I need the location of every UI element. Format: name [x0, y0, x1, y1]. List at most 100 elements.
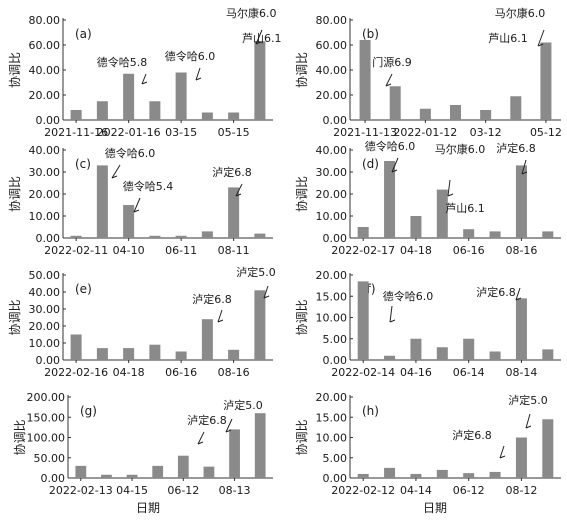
x-tick-label: 06-11 [165, 244, 197, 257]
y-tick-label: 10.00 [316, 210, 348, 223]
bar [123, 73, 135, 120]
annotation-arrow [255, 29, 263, 45]
annotation-label: 泸定5.0 [223, 398, 263, 412]
bar [152, 465, 164, 478]
annotation-label: 德令哈6.0 [383, 289, 434, 303]
annotation-label: 泸定6.8 [452, 428, 492, 442]
annotation-arrow-head [537, 43, 544, 47]
y-tick-label: 10.00 [29, 337, 61, 350]
x-tick-label: 08-14 [505, 366, 537, 379]
annotation-arrow [499, 445, 505, 459]
y-tick-label: 80.00 [29, 14, 61, 27]
y-axis-label: 协调比 [7, 52, 22, 88]
annotation-arrow [225, 418, 233, 433]
y-tick-label: 0.00 [323, 114, 348, 127]
y-tick-label: 0.00 [36, 114, 61, 127]
x-tick-label: 05-15 [218, 126, 250, 139]
annotation-arrow [217, 309, 223, 323]
annotation-label: 马尔康6.0 [495, 6, 546, 20]
annotation-arrow [133, 197, 141, 213]
x-tick-label: 06-12 [167, 484, 199, 497]
bar [463, 229, 475, 238]
annotation-arrow [111, 164, 121, 179]
y-tick-label: 50.00 [29, 269, 61, 282]
y-tick-label: 200.00 [27, 391, 66, 404]
panel-label: (c) [75, 157, 91, 171]
annotation-arrow-head [235, 193, 242, 197]
bar [177, 455, 189, 478]
panel-label: (e) [75, 282, 92, 296]
bar [201, 319, 213, 360]
annotation-label: 马尔康6.0 [226, 6, 277, 20]
annotation-arrow-head [197, 441, 204, 445]
chart-panel-h: 0.00 5.00 10.00 15.00 20.00 协调比 (h) 2022-02-12 0… [294, 391, 561, 497]
annotation-arrow-head [499, 455, 506, 459]
annotation-arrow-head [217, 319, 224, 323]
y-tick-label: 20.00 [316, 269, 348, 282]
y-axis-label: 协调比 [7, 176, 22, 212]
bar [357, 227, 369, 238]
bar [436, 189, 448, 238]
x-tick-label: 08-16 [218, 366, 250, 379]
bar [70, 334, 82, 360]
y-tick-label: 10.00 [316, 432, 348, 445]
annotation-arrow-head [515, 297, 522, 301]
y-tick-label: 10.00 [316, 312, 348, 325]
bar [359, 40, 371, 120]
bar [463, 338, 475, 360]
annotation-arrow [391, 157, 399, 173]
annotation-arrow-head [385, 83, 392, 87]
y-tick-label: 5.00 [323, 452, 348, 465]
x-tick-label: 04-18 [400, 244, 432, 257]
y-tick-label: 40.00 [29, 286, 61, 299]
panel-label: (h) [362, 404, 379, 418]
x-tick-label: 04-15 [116, 484, 148, 497]
chart-panel-d: 0.00 10.00 20.00 30.00 40.00 协调比 (d) 2022-02-17… [294, 139, 561, 257]
bar [70, 110, 82, 120]
bar [489, 351, 501, 360]
bar [126, 474, 138, 478]
bar [123, 205, 135, 238]
bar [419, 108, 431, 120]
annotation-arrow [385, 73, 393, 87]
annotation-arrow [263, 285, 269, 299]
annotation-label: 泸定6.8 [496, 141, 536, 155]
bar [384, 161, 396, 238]
annotation-arrow [525, 413, 531, 429]
y-tick-label: 15.00 [316, 290, 348, 303]
bar [542, 419, 554, 478]
x-tick-label: 2022-01-12 [393, 126, 457, 139]
y-tick-label: 0.00 [36, 232, 61, 245]
annotation-label: 德令哈5.4 [123, 179, 174, 193]
x-tick-label: 04-18 [113, 366, 145, 379]
bar [463, 473, 475, 478]
x-tick-label: 03-15 [165, 126, 197, 139]
panels-group: 0.00 20.00 40.00 60.00 80.00 协调比 (a) 2021-11-16… [7, 6, 562, 497]
bar [228, 349, 240, 360]
y-tick-label: 0.00 [323, 232, 348, 245]
bar [201, 112, 213, 120]
y-tick-label: 30.00 [29, 303, 61, 316]
y-tick-label: 60.00 [29, 39, 61, 52]
bar [228, 187, 240, 238]
annotation-label: 泸定6.8 [212, 165, 252, 179]
bar [357, 281, 369, 360]
y-tick-label: 40.00 [316, 64, 348, 77]
annotation-arrow-head [447, 193, 454, 197]
x-tick-label: 06-16 [453, 244, 485, 257]
y-tick-label: 20.00 [316, 188, 348, 201]
annotation-arrow [389, 305, 393, 323]
annotation-label: 德令哈6.0 [105, 146, 156, 160]
x-tick-label: 03-12 [470, 126, 502, 139]
annotation-label: 门源6.9 [372, 55, 412, 69]
annotation-label: 德令哈6.0 [365, 139, 416, 153]
bar [542, 231, 554, 238]
y-tick-label: 80.00 [316, 14, 348, 27]
annotation-arrow [515, 287, 521, 301]
bar [489, 471, 501, 478]
annotation-arrow [447, 179, 451, 197]
bar [480, 110, 492, 120]
bar [357, 473, 369, 478]
y-tick-label: 0.00 [323, 354, 348, 367]
annotation-arrow [141, 73, 147, 85]
